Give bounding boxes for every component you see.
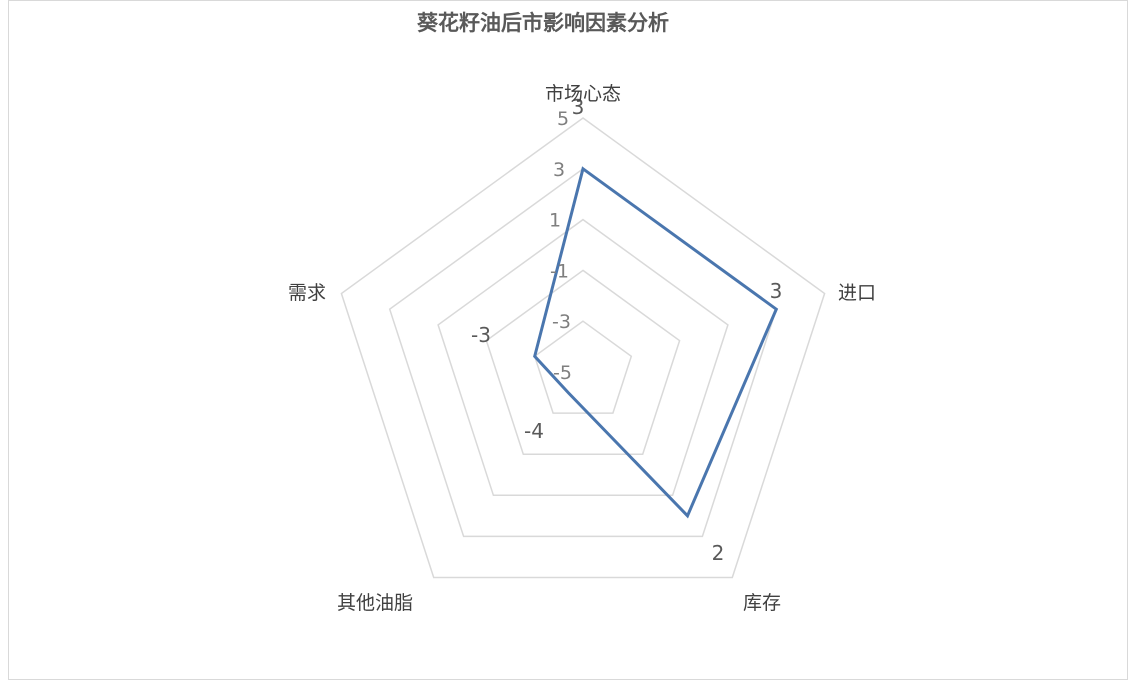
category-label: 进口 — [838, 282, 876, 304]
data-label: 2 — [712, 541, 725, 565]
data-label: -3 — [471, 323, 491, 347]
gridline — [340, 117, 826, 579]
radial-tick-label: -3 — [552, 311, 571, 333]
chart-frame: 葵花籽油后市影响因素分析 — [8, 0, 1128, 680]
radial-tick-label: 1 — [549, 210, 561, 232]
radial-tick-label: 3 — [553, 159, 565, 181]
series-line — [533, 166, 779, 519]
radial-tick-label: 5 — [557, 108, 569, 130]
gridline — [533, 320, 633, 414]
series-layer — [533, 166, 779, 519]
chart-title: 葵花籽油后市影响因素分析 — [417, 11, 669, 35]
category-label: 市场心态 — [545, 83, 621, 105]
grid-layer — [340, 117, 826, 579]
gridline — [437, 218, 729, 497]
data-label: 3 — [770, 279, 783, 303]
data-label: -4 — [524, 419, 544, 443]
category-label: 其他油脂 — [337, 592, 413, 614]
category-label: 库存 — [743, 592, 781, 614]
gridline — [485, 269, 681, 455]
data-label: 3 — [572, 95, 585, 119]
radial-tick-label: -5 — [553, 362, 572, 384]
radial-tick-label: -1 — [550, 260, 569, 282]
category-label: 需求 — [288, 282, 326, 304]
